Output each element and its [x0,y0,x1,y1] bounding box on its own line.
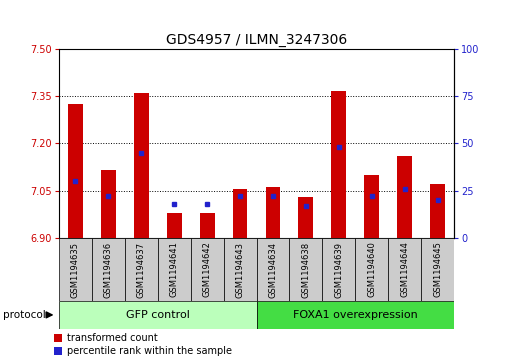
Title: GDS4957 / ILMN_3247306: GDS4957 / ILMN_3247306 [166,33,347,46]
Bar [322,238,355,301]
Text: GSM1194641: GSM1194641 [170,242,179,297]
Legend: transformed count, percentile rank within the sample: transformed count, percentile rank withi… [53,333,232,356]
Bar [256,238,289,301]
Bar [224,238,256,301]
Bar [200,213,214,238]
Bar [191,238,224,301]
Bar [59,301,256,329]
Text: protocol: protocol [3,310,45,320]
Bar [256,301,454,329]
Bar [266,187,281,238]
Text: GSM1194643: GSM1194643 [235,241,245,298]
Bar [388,238,421,301]
Bar [92,238,125,301]
Text: GFP control: GFP control [126,310,190,320]
Bar [59,238,92,301]
Text: GSM1194639: GSM1194639 [334,241,343,298]
Bar [134,93,149,238]
Bar [232,189,247,238]
Bar [158,238,191,301]
Text: GSM1194636: GSM1194636 [104,241,113,298]
Text: GSM1194638: GSM1194638 [301,241,310,298]
Text: GSM1194637: GSM1194637 [137,241,146,298]
Bar [355,238,388,301]
Bar [68,104,83,238]
Text: GSM1194635: GSM1194635 [71,241,80,298]
Text: GSM1194644: GSM1194644 [400,242,409,297]
Text: FOXA1 overexpression: FOXA1 overexpression [293,310,418,320]
Text: GSM1194634: GSM1194634 [268,241,278,298]
Bar [331,91,346,238]
Bar [430,184,445,238]
Bar [289,238,322,301]
Bar [364,175,379,238]
Bar [167,213,182,238]
Bar [125,238,158,301]
Bar [101,170,116,238]
Text: GSM1194642: GSM1194642 [203,242,212,297]
Text: GSM1194645: GSM1194645 [433,242,442,297]
Text: GSM1194640: GSM1194640 [367,242,376,297]
Bar [299,197,313,238]
Bar [397,156,412,238]
Bar [421,238,454,301]
